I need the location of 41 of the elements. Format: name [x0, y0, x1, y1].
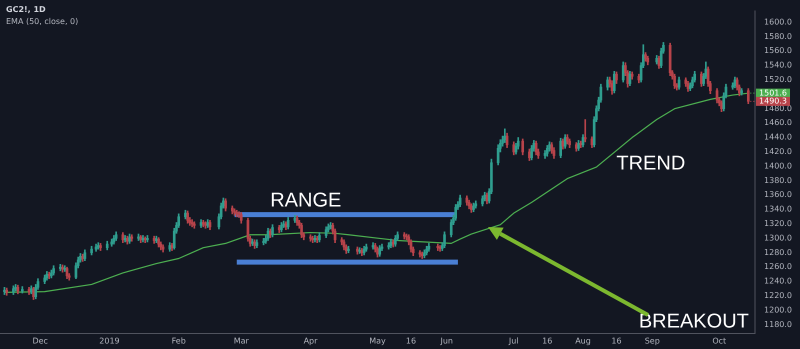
x-tick-label: Dec: [32, 336, 48, 346]
y-tick-label: 1420.0: [764, 147, 792, 156]
x-tick-label: Mar: [234, 336, 250, 346]
x-tick-label: Oct: [712, 336, 726, 346]
chart-title: GC2!, 1D: [6, 5, 46, 14]
y-tick-label: 1460.0: [764, 118, 792, 128]
x-tick-label: 16: [406, 336, 416, 346]
x-tick-label: Sep: [644, 336, 660, 346]
annotation: 1501.6: [759, 88, 788, 98]
annotation: TREND: [616, 152, 686, 175]
y-tick-label: 1560.0: [764, 46, 792, 56]
x-tick-label: May: [369, 336, 386, 346]
text: EMA (50, close, 0): [6, 17, 78, 26]
annotation: 1490.3: [759, 96, 788, 106]
y-tick-label: 1340.0: [764, 204, 792, 214]
x-tick-label: Apr: [304, 336, 318, 346]
y-tick-label: 1260.0: [764, 262, 792, 272]
y-tick-label: 1240.0: [764, 276, 792, 286]
annotation: RANGE: [270, 190, 342, 212]
y-tick-label: 1380.0: [764, 176, 792, 185]
x-tick-label: Aug: [575, 336, 591, 346]
y-tick-label: 1360.0: [764, 190, 792, 200]
y-tick-label: 1320.0: [764, 219, 792, 228]
y-tick-label: 1400.0: [764, 161, 792, 170]
y-tick-label: 1300.0: [764, 233, 792, 242]
x-tick-label: Jul: [508, 336, 519, 346]
x-tick-label: 16: [542, 336, 552, 346]
y-tick-label: 1280.0: [764, 248, 792, 257]
x-tick-label: Feb: [172, 336, 186, 346]
annotation: BREAKOUT: [638, 310, 749, 333]
y-tick-label: 1540.0: [764, 60, 792, 70]
y-tick-label: 1220.0: [764, 291, 792, 300]
y-tick-label: 1580.0: [764, 32, 792, 41]
x-tick-label: Jun: [440, 336, 453, 346]
x-tick-label: 16: [611, 336, 622, 346]
x-tick-label: 2019: [99, 336, 120, 346]
y-tick-label: 1180.0: [764, 320, 792, 329]
y-tick-label: 1600.0: [764, 17, 792, 26]
y-tick-label: 1440.0: [764, 132, 792, 142]
y-tick-label: 1200.0: [764, 305, 792, 314]
y-tick-label: 1520.0: [764, 75, 792, 84]
